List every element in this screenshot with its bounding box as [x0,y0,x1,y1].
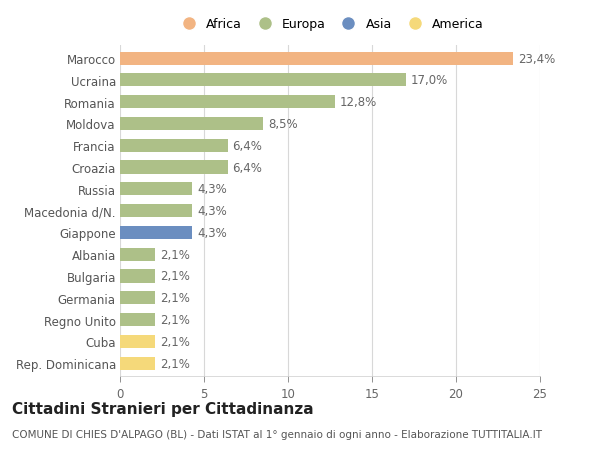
Bar [120,248,155,261]
Text: 2,1%: 2,1% [160,335,190,348]
Text: COMUNE DI CHIES D'ALPAGO (BL) - Dati ISTAT al 1° gennaio di ogni anno - Elaboraz: COMUNE DI CHIES D'ALPAGO (BL) - Dati IST… [12,429,542,439]
Text: 2,1%: 2,1% [160,357,190,370]
Bar [120,52,513,66]
Text: 2,1%: 2,1% [160,270,190,283]
Bar [120,313,155,326]
Text: Cittadini Stranieri per Cittadinanza: Cittadini Stranieri per Cittadinanza [12,402,314,417]
Text: 23,4%: 23,4% [518,52,556,66]
Bar [120,226,192,240]
Text: 2,1%: 2,1% [160,248,190,261]
Text: 12,8%: 12,8% [340,96,377,109]
Bar [120,118,263,131]
Legend: Africa, Europa, Asia, America: Africa, Europa, Asia, America [172,14,488,34]
Text: 8,5%: 8,5% [268,118,298,131]
Bar [120,335,155,348]
Bar [120,183,192,196]
Bar [120,291,155,305]
Text: 17,0%: 17,0% [410,74,448,87]
Text: 6,4%: 6,4% [233,161,262,174]
Bar [120,161,227,174]
Text: 4,3%: 4,3% [197,205,227,218]
Bar [120,357,155,370]
Bar [120,74,406,87]
Text: 2,1%: 2,1% [160,313,190,326]
Text: 4,3%: 4,3% [197,183,227,196]
Text: 2,1%: 2,1% [160,291,190,305]
Bar [120,205,192,218]
Bar [120,140,227,152]
Bar [120,270,155,283]
Text: 6,4%: 6,4% [233,140,262,152]
Bar [120,96,335,109]
Text: 4,3%: 4,3% [197,226,227,239]
